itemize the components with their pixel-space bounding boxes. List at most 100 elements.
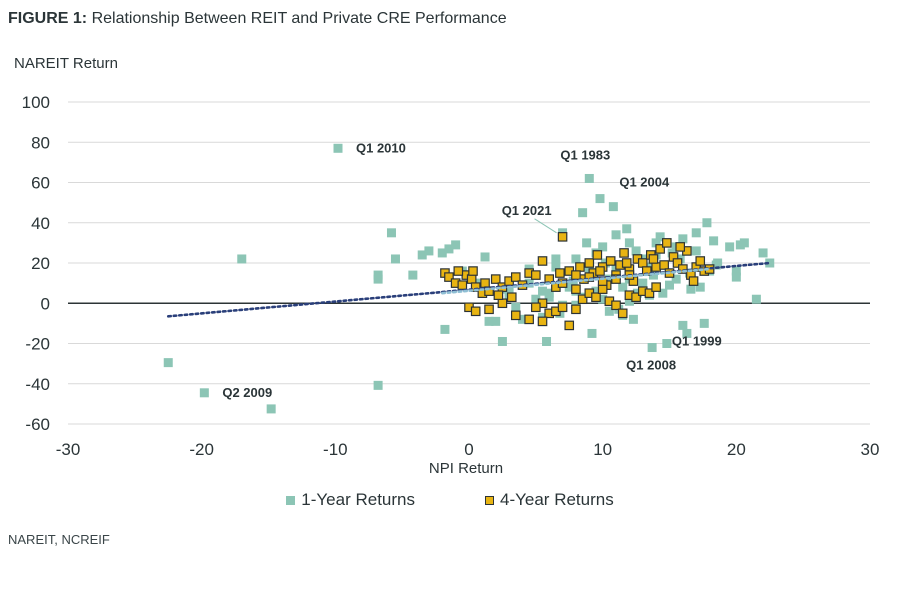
one-year-point — [608, 202, 618, 212]
four-year-point — [470, 306, 481, 317]
four-year-point — [662, 238, 672, 248]
one-year-point — [624, 296, 634, 306]
one-year-point — [678, 234, 688, 244]
four-year-point — [605, 256, 616, 266]
four-year-point — [510, 272, 521, 282]
y-tick-label: -40 — [25, 375, 50, 394]
one-year-point — [598, 242, 608, 252]
four-year-point — [648, 254, 659, 264]
four-year-point — [564, 320, 575, 331]
four-year-point — [557, 232, 568, 242]
one-year-point — [373, 380, 383, 390]
one-year-point — [437, 248, 447, 258]
one-year-point — [709, 236, 719, 246]
annotation-label: Q1 2004 — [619, 175, 670, 190]
one-year-point — [424, 246, 434, 256]
four-year-point — [651, 262, 661, 272]
x-tick-label: 30 — [861, 440, 880, 459]
annotation-label: Q1 1983 — [560, 147, 610, 162]
one-year-point — [618, 282, 628, 292]
four-year-point — [537, 256, 548, 266]
four-year-point — [493, 290, 504, 300]
x-tick-label: -10 — [323, 440, 348, 459]
annotation-label: Q1 2021 — [502, 203, 552, 218]
four-year-point — [651, 282, 661, 292]
one-year-point — [417, 250, 427, 260]
four-year-point — [444, 272, 454, 282]
one-year-point — [686, 284, 696, 294]
four-year-point — [659, 260, 669, 270]
one-year-point — [333, 143, 343, 153]
one-year-point — [163, 358, 173, 368]
one-year-point — [497, 336, 507, 346]
four-year-point — [597, 284, 608, 294]
four-year-point — [678, 264, 688, 274]
four-year-point — [584, 272, 595, 282]
four-year-point — [575, 262, 585, 272]
one-year-point — [504, 286, 514, 296]
one-year-point — [699, 318, 709, 328]
one-year-point — [665, 280, 674, 290]
four-year-point — [611, 300, 621, 311]
one-year-point — [408, 270, 418, 280]
legend-label-one-year: 1-Year Returns — [301, 490, 415, 509]
one-year-point — [658, 288, 668, 298]
one-year-point — [695, 282, 705, 292]
one-year-point — [440, 324, 450, 334]
one-year-point — [584, 173, 594, 183]
y-tick-label: -20 — [25, 335, 50, 354]
one-year-point — [524, 278, 534, 288]
legend-swatch-one-year — [286, 495, 296, 505]
scatter-chart: 100 80 60 40 20 0 -20 -40 -60 -30 -20 -10 0 10 20 30 NAR… — [14, 55, 880, 477]
one-year-point — [662, 339, 672, 348]
one-year-point — [598, 294, 608, 304]
one-year-point — [484, 316, 494, 326]
one-year-point — [386, 228, 396, 238]
x-tick-label: -30 — [56, 440, 81, 459]
one-year-point — [682, 328, 692, 338]
four-year-point — [453, 266, 464, 276]
one-year-point — [544, 292, 554, 302]
legend-label-four-year: 4-Year Returns — [500, 490, 614, 509]
x-tick-label: 0 — [464, 440, 473, 459]
one-year-point — [582, 238, 592, 248]
four-year-point — [484, 304, 494, 315]
legend-item-four-year[interactable]: 4-Year Returns — [485, 490, 614, 510]
x-tick-label: 20 — [727, 440, 746, 459]
one-year-point — [638, 278, 648, 288]
one-year-point — [595, 194, 605, 204]
four-year-point — [672, 258, 683, 268]
one-year-point — [622, 224, 632, 234]
annotation-label: Q2 2009 — [222, 385, 272, 400]
four-year-point — [637, 258, 648, 268]
four-year-point — [688, 276, 699, 286]
one-year-point — [538, 286, 548, 296]
one-year-point — [511, 302, 521, 312]
four-year-point — [571, 270, 581, 280]
one-year-point — [655, 232, 665, 242]
four-year-point — [571, 284, 581, 294]
chart-legend: 1-Year Returns 4-Year Returns — [0, 490, 900, 510]
one-year-point — [711, 260, 721, 270]
one-year-point — [491, 316, 501, 326]
annotation-label: Q1 2008 — [626, 358, 676, 373]
one-year-point — [765, 258, 775, 268]
four-year-point — [506, 292, 517, 303]
one-year-point — [751, 294, 761, 304]
one-year-point — [702, 218, 712, 228]
four-year-point — [537, 316, 548, 327]
y-tick-label: -60 — [25, 415, 50, 434]
trendline-four-year — [440, 267, 711, 295]
one-year-point — [591, 286, 601, 296]
four-year-point — [524, 314, 534, 325]
four-year-point — [468, 266, 478, 276]
y-tick-label: 20 — [31, 254, 50, 273]
one-year-point — [564, 282, 574, 292]
four-year-point — [595, 266, 605, 276]
legend-item-one-year[interactable]: 1-Year Returns — [286, 490, 415, 510]
one-year-point — [731, 266, 741, 276]
four-year-point — [592, 250, 603, 260]
one-year-point — [551, 254, 561, 264]
one-year-point — [237, 254, 247, 264]
one-year-point — [542, 336, 552, 346]
